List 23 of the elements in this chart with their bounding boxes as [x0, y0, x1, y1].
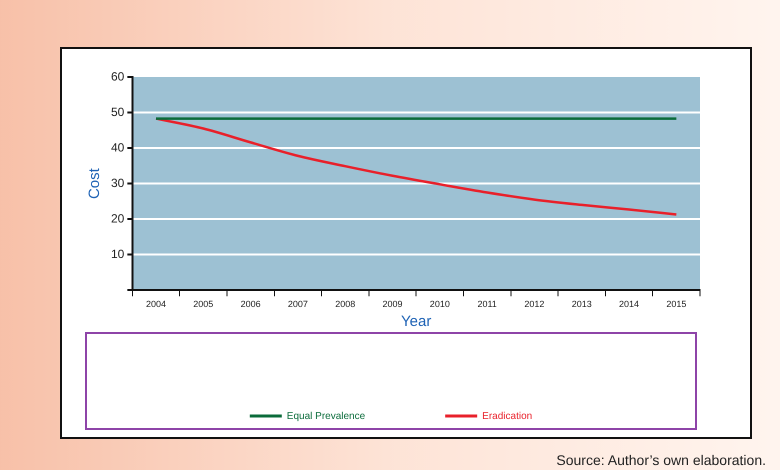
y-tick-label: 30: [110, 176, 125, 190]
y-tick-label: 20: [110, 211, 125, 226]
x-tick-label: 2005: [193, 299, 214, 310]
x-tick-label: 2008: [335, 299, 356, 310]
y-tick-label: 50: [110, 104, 125, 119]
y-tick-label: 60: [110, 69, 125, 84]
x-axis-title: Year: [401, 313, 432, 330]
x-tick-label: 2010: [430, 299, 450, 310]
legend-label: Equal Prevalence: [286, 410, 366, 422]
x-tick-label: 2014: [619, 299, 640, 310]
legend-label: Eradication: [482, 410, 532, 422]
y-tick-label: 10: [110, 246, 125, 261]
x-tick-label: 2009: [382, 299, 403, 310]
x-tick-label: 2007: [288, 299, 308, 310]
x-tick-label: 2011: [477, 299, 497, 310]
x-tick-label: 2015: [666, 299, 686, 310]
y-axis-title: Cost: [86, 167, 104, 200]
x-tick-label: 2012: [524, 299, 544, 310]
x-tick-label: 2013: [572, 299, 592, 310]
y-tick-label: 40: [110, 140, 125, 154]
source-note: Source: Author’s own elaboration.: [556, 452, 766, 468]
x-tick-label: 2006: [240, 299, 261, 310]
x-tick-label: 2004: [146, 299, 166, 310]
